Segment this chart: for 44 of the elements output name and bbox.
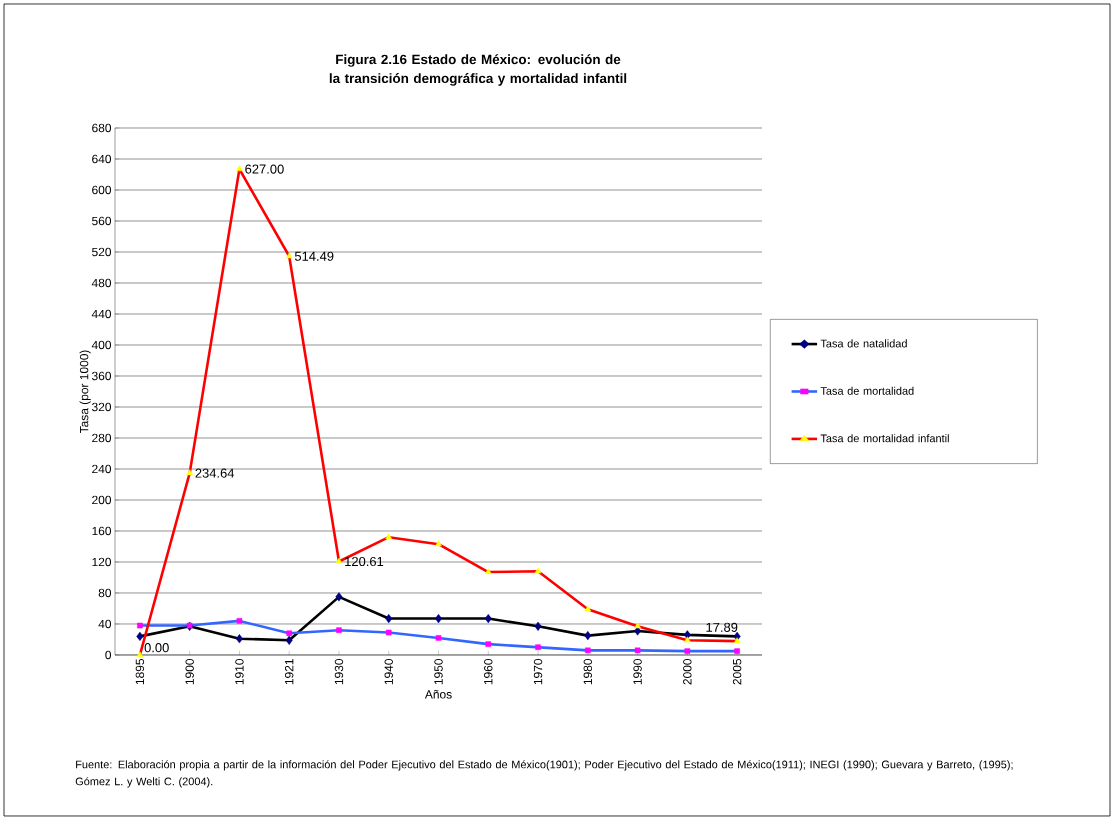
chart-title: Figura 2.16 Estado de México: evolución de la transición demográfica y mortalidad infantil bbox=[329, 54, 627, 86]
legend-label: Tasa de mortalidad infantil bbox=[820, 434, 949, 443]
y-tick-label: 680 bbox=[92, 123, 112, 133]
y-tick-label: 560 bbox=[92, 216, 112, 226]
y-tick-label: 160 bbox=[92, 526, 112, 536]
data-label: 120.61 bbox=[345, 556, 384, 567]
y-tick-label: 200 bbox=[92, 495, 112, 505]
y-tick-label: 600 bbox=[92, 185, 112, 195]
data-label: 234.64 bbox=[195, 468, 235, 478]
y-tick-label: 400 bbox=[91, 340, 112, 350]
y-axis-title: Tasa (por 1000) bbox=[79, 350, 91, 434]
y-tick-label: 280 bbox=[92, 433, 112, 443]
y-tick-label: 480 bbox=[91, 278, 112, 288]
x-tick-label: 1900 bbox=[185, 658, 194, 685]
y-tick-label: 120 bbox=[92, 557, 112, 567]
data-label: 514.49 bbox=[294, 251, 334, 261]
x-tick-label: 1950 bbox=[434, 658, 443, 685]
x-tick-label: 1930 bbox=[334, 658, 344, 685]
x-tick-label: 1921 bbox=[284, 659, 294, 685]
y-tick-label: 360 bbox=[92, 371, 112, 381]
data-label: 627.00 bbox=[245, 164, 284, 174]
y-tick-label: 240 bbox=[92, 464, 112, 474]
y-tick-label: 80 bbox=[98, 588, 112, 598]
x-tick-label: 1960 bbox=[484, 658, 493, 685]
y-tick-label: 0 bbox=[105, 650, 112, 660]
x-tick-label: 1940 bbox=[384, 658, 393, 685]
legend-label: Tasa de natalidad bbox=[820, 339, 907, 348]
y-tick-label: 640 bbox=[92, 154, 112, 164]
x-axis-title: Años bbox=[424, 689, 452, 699]
x-tick-label: 1910 bbox=[235, 658, 244, 685]
y-tick-label: 320 bbox=[92, 402, 112, 412]
x-tick-label: 2000 bbox=[683, 658, 692, 685]
data-label: 0.00 bbox=[144, 643, 169, 653]
y-tick-label: 40 bbox=[98, 619, 112, 629]
data-label: 17.89 bbox=[706, 622, 738, 632]
legend-label: Tasa de mortalidad bbox=[820, 386, 914, 395]
y-tick-label: 520 bbox=[92, 247, 112, 257]
x-tick-label: 1980 bbox=[583, 658, 593, 685]
x-tick-label: 2005 bbox=[732, 659, 742, 685]
x-tick-label: 1990 bbox=[633, 658, 642, 685]
source-note: Fuente: Elaboración propia a partir de la información del Poder Ejecutivo del Estado de México(1901); Poder Ejecutivo del Estado de México(1911); INEGI (1990); Guevara y Barreto, (1995); Gómez L. y Welti C. (2004). bbox=[75, 760, 1013, 788]
x-tick-label: 1895 bbox=[135, 659, 145, 685]
y-tick-label: 440 bbox=[91, 309, 112, 319]
x-tick-label: 1970 bbox=[533, 658, 543, 685]
